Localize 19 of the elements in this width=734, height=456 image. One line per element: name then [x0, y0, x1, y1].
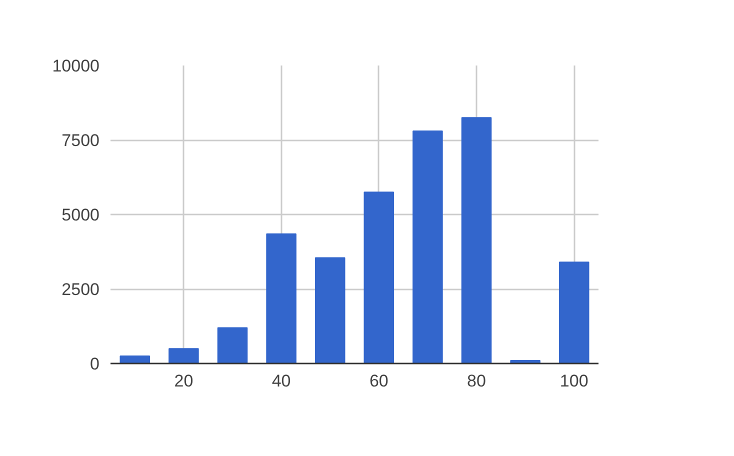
- bar: [120, 356, 150, 364]
- bar: [266, 233, 296, 364]
- bar: [364, 192, 394, 364]
- y-tick-label: 0: [90, 354, 100, 374]
- bar: [558, 262, 590, 364]
- x-tick-label: 40: [272, 372, 291, 390]
- x-tick-label: 100: [560, 372, 588, 390]
- y-tick-label: 10000: [52, 56, 100, 76]
- bar: [314, 257, 346, 364]
- bar: [217, 327, 248, 364]
- y-tick-label: 2500: [62, 280, 100, 299]
- bar: [168, 348, 199, 364]
- x-tick-label: 80: [467, 372, 486, 390]
- bar: [412, 130, 443, 364]
- x-tick-label: 60: [369, 372, 388, 390]
- x-tick-label: 20: [174, 372, 194, 390]
- y-tick-label: 5000: [62, 206, 100, 224]
- bar: [461, 117, 492, 364]
- y-tick-label: 7500: [62, 131, 100, 150]
